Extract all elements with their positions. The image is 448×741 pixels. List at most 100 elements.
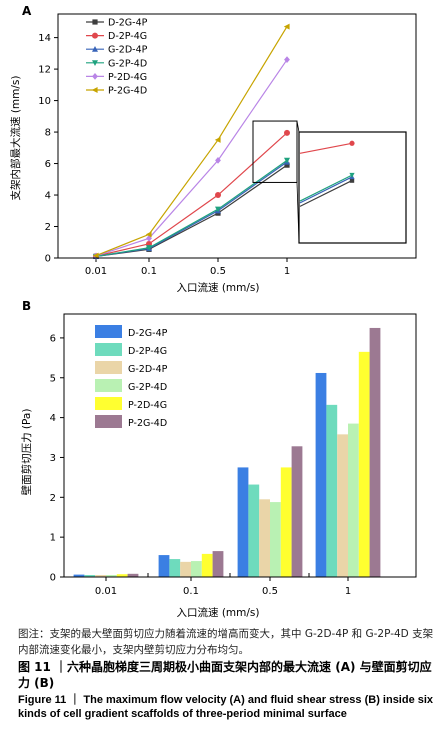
b-x-tick-label: 1: [345, 586, 351, 597]
a-series-line: [95, 132, 288, 257]
a-inset-line: [299, 176, 353, 204]
a-legend-marker: [92, 73, 98, 80]
b-legend-label: D-2G-4P: [128, 328, 168, 339]
a-data-point: [215, 157, 221, 164]
b-bar: [73, 574, 85, 577]
a-y-tick-label: 14: [38, 33, 51, 44]
b-bar: [169, 559, 181, 577]
a-inset-line: [299, 174, 353, 202]
b-y-tick-label: 6: [50, 333, 56, 344]
b-y-tick-label: 0: [50, 573, 56, 584]
b-bar: [348, 423, 359, 577]
b-bar: [337, 434, 348, 577]
b-legend-swatch: [95, 343, 122, 356]
a-zoom-connector: [296, 182, 300, 244]
b-legend-label: D-2P-4G: [128, 346, 167, 357]
b-legend-label: G-2D-4P: [128, 364, 168, 375]
a-x-tick-label: 1: [284, 266, 290, 277]
a-inset-line: [299, 180, 353, 207]
b-legend-swatch: [95, 415, 122, 428]
b-bar: [95, 575, 106, 577]
b-y-tick-label: 2: [50, 493, 56, 504]
a-series-line: [95, 59, 288, 257]
b-bar: [259, 499, 270, 577]
b-bar: [191, 561, 202, 577]
a-legend-marker: [92, 60, 98, 66]
a-legend-marker: [92, 19, 98, 25]
figure-caption: 图注：支架的最大壁面剪切应力随着流速的增高而变大，其中 G-2D-4P 和 G-…: [18, 626, 440, 721]
a-data-point: [146, 245, 152, 251]
b-bar: [326, 404, 338, 577]
a-legend-marker: [91, 87, 98, 93]
a-legend-label: P-2D-4G: [108, 72, 147, 83]
b-x-tick-label: 0.5: [262, 586, 278, 597]
a-data-point: [92, 252, 99, 259]
panel-a-y-axis-label: 支架内部最大流速 (mm/s): [9, 76, 22, 201]
a-y-tick-label: 8: [45, 128, 51, 139]
b-bar: [158, 555, 170, 577]
a-legend-label: G-2D-4P: [108, 45, 148, 56]
b-bar: [180, 561, 191, 577]
a-data-point: [214, 136, 221, 143]
a-data-point: [215, 206, 221, 213]
b-legend-swatch: [95, 325, 122, 338]
a-series-line: [95, 164, 288, 258]
b-bar: [106, 575, 117, 577]
b-bar: [237, 467, 249, 577]
b-y-tick-label: 1: [50, 533, 56, 544]
panel-b-letter: B: [22, 299, 31, 313]
a-x-tick-label: 0.01: [85, 266, 107, 277]
a-data-point: [284, 129, 290, 136]
b-y-tick-label: 3: [50, 453, 56, 464]
b-bar: [127, 573, 139, 577]
a-legend-label: G-2P-4D: [108, 58, 147, 69]
a-zoom-box: [252, 120, 298, 183]
b-legend-swatch: [95, 397, 122, 410]
b-bar: [358, 351, 370, 577]
b-bar: [270, 502, 281, 577]
a-inset-point: [349, 140, 355, 146]
a-inset-frame: [298, 131, 407, 244]
panel-a-x-axis-label: 入口流速 (mm/s): [177, 281, 260, 294]
a-data-point: [284, 157, 290, 164]
b-x-tick-label: 0.1: [183, 586, 199, 597]
b-legend-label: P-2D-4G: [128, 400, 167, 411]
a-y-tick-label: 4: [45, 191, 51, 202]
caption-title-en: Figure 11 ｜ The maximum flow velocity (A…: [18, 694, 434, 720]
a-legend-label: D-2G-4P: [108, 18, 148, 29]
b-y-tick-label: 4: [50, 413, 56, 424]
b-bar: [248, 484, 260, 577]
panel-b-y-axis-label: 壁面剪切压力 (Pa): [20, 409, 33, 496]
a-y-tick-label: 2: [45, 222, 51, 233]
a-inset-point: [349, 172, 355, 178]
a-legend-marker: [92, 46, 98, 52]
a-data-point: [215, 192, 221, 199]
a-data-point: [146, 234, 152, 242]
b-legend-label: P-2G-4D: [128, 418, 167, 429]
panel-b-x-axis-label: 入口流速 (mm/s): [177, 606, 260, 619]
b-bar: [291, 446, 303, 577]
a-series-line: [95, 159, 288, 258]
a-series-line: [95, 26, 288, 257]
b-x-tick-label: 0.01: [95, 586, 117, 597]
b-bar: [369, 327, 381, 577]
a-x-tick-label: 0.1: [141, 266, 157, 277]
b-legend-swatch: [95, 379, 122, 392]
caption-note: 图注：支架的最大壁面剪切应力随着流速的增高而变大，其中 G-2D-4P 和 G-…: [18, 628, 434, 656]
a-legend-label: P-2G-4D: [108, 86, 147, 97]
b-bar: [280, 467, 292, 577]
panel-b: B 0 1 2 3 4 5 6 0.01 0.1 0.5 1 D-2G-4P D-2P-4G G-2D…: [20, 299, 417, 619]
panel-a: A 0 2 4 6 8 10 12 14 0.01 0.1 0.5 1 D-2G-4P D-2P-4G…: [9, 4, 417, 294]
caption-title-cn: 图 11 ｜六种晶胞梯度三周期极小曲面支架内部的最大流速 (A) 与壁面剪切应力…: [18, 660, 432, 690]
b-legend-label: G-2P-4D: [128, 382, 167, 393]
panel-b-plot-frame: [63, 313, 417, 578]
a-data-point: [284, 56, 290, 64]
b-bar: [201, 553, 213, 577]
b-legend-swatch: [95, 361, 122, 374]
b-y-tick-label: 5: [50, 373, 56, 384]
a-legend-label: D-2P-4G: [108, 31, 147, 42]
a-y-tick-label: 0: [45, 254, 51, 265]
a-y-tick-label: 6: [45, 159, 51, 170]
b-bar: [84, 575, 96, 577]
